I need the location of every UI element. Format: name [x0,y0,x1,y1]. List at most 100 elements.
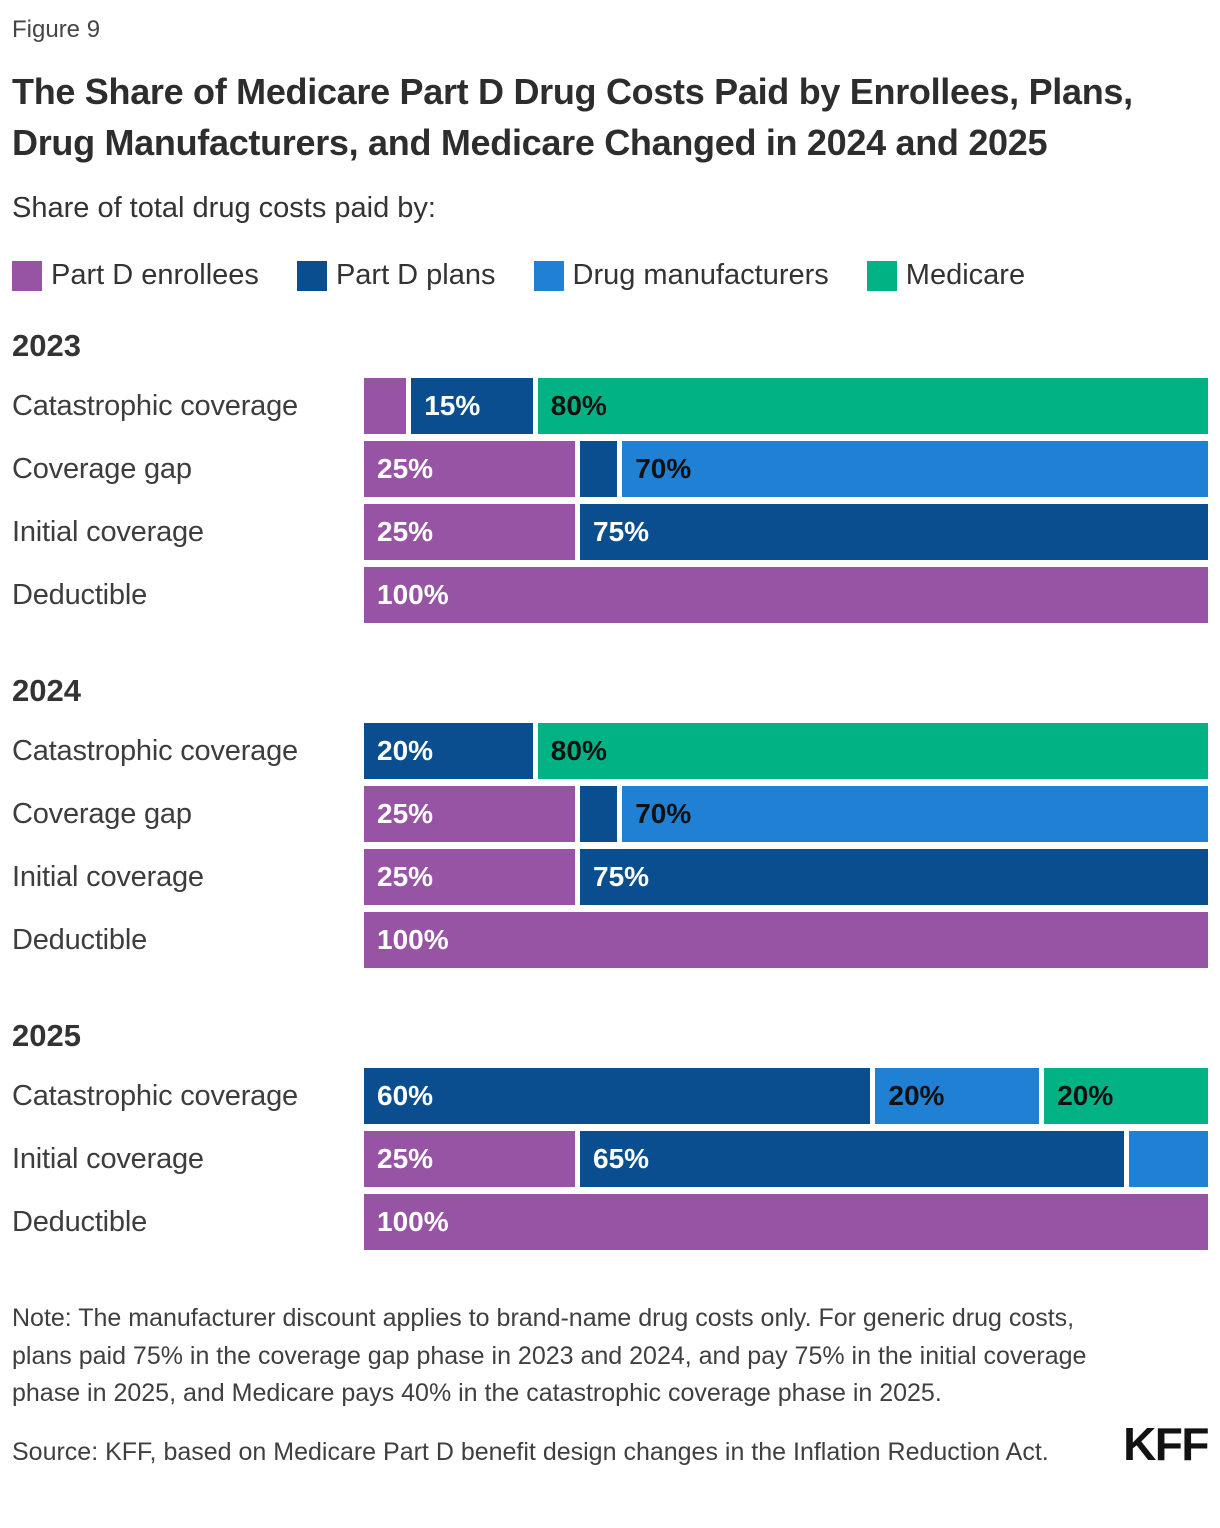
row-label: Catastrophic coverage [12,389,298,422]
bar-value-label: 75% [593,861,650,893]
legend-label: Drug manufacturers [572,259,829,292]
legend-label: Part D enrollees [51,259,259,292]
bar-segment-part_d_enrollees: 25% [364,441,575,498]
bar-value-label: 100% [377,579,449,611]
legend-item: Drug manufacturers [533,259,829,292]
stacked-bar-chart: 2023 Catastrophic coverage 15% 80% Coverage … [12,328,1208,1251]
bar-segment-part_d_enrollees [364,378,407,435]
bar-track: 20% 80% [364,723,1208,780]
bar-segment-part_d_plans: 20% [364,723,533,780]
bar-value-label: 25% [377,1143,434,1175]
chart-subtitle: Share of total drug costs paid by: [12,192,436,225]
bar-value-label: 25% [377,798,434,830]
bar-value-label: 25% [377,453,434,485]
bar-segment-part_d_plans [575,441,618,498]
chart-legend: Part D enrollees Part D plans Drug manufac… [12,259,1208,292]
bar-segment-part_d_enrollees: 25% [364,849,575,906]
bar-segment-part_d_plans: 15% [406,378,533,435]
legend-item: Medicare [866,259,1026,292]
row-label: Coverage gap [12,452,192,485]
chart-row: Catastrophic coverage 60% 20% 20% [12,1068,1208,1125]
chart-row: Initial coverage 25% 65% [12,1131,1208,1188]
bar-segment-part_d_enrollees: 25% [364,504,575,561]
bar-value-label: 70% [635,798,692,830]
bar-track: 25% 70% [364,441,1208,498]
footnote: Note: The manufacturer discount applies … [12,1304,1087,1408]
bar-segment-drug_manufacturers [1123,1131,1208,1188]
legend-label: Medicare [905,259,1026,292]
year-heading: 2024 [12,673,81,709]
chart-row: Coverage gap 25% 70% [12,786,1208,843]
row-label: Initial coverage [12,860,204,893]
legend-item: Part D enrollees [12,259,259,292]
bar-track: 25% 75% [364,849,1208,906]
bar-segment-medicare: 80% [532,723,1208,780]
chart-row: Catastrophic coverage 20% 80% [12,723,1208,780]
bar-value-label: 15% [424,390,481,422]
legend-swatch-drug_manufacturers [533,260,564,291]
bar-value-label: 100% [377,1206,449,1238]
figure-label: Figure 9 [12,16,101,43]
source-row: Source: KFF, based on Medicare Part D be… [12,1421,1209,1467]
bar-segment-part_d_plans: 65% [575,1131,1124,1188]
bar-value-label: 80% [550,735,607,767]
year-heading: 2025 [12,1018,81,1054]
bar-segment-part_d_enrollees: 100% [364,1194,1208,1251]
bar-segment-drug_manufacturers: 70% [617,786,1208,843]
chart-row: Deductible 100% [12,1194,1208,1251]
bar-value-label: 65% [593,1143,650,1175]
bar-track: 15% 80% [364,378,1208,435]
bar-segment-part_d_enrollees: 100% [364,912,1208,969]
bar-segment-part_d_enrollees: 100% [364,567,1208,624]
bar-segment-medicare: 80% [532,378,1208,435]
chart-row: Catastrophic coverage 15% 80% [12,378,1208,435]
bar-segment-part_d_enrollees: 25% [364,1131,575,1188]
year-heading: 2023 [12,328,81,364]
bar-segment-part_d_enrollees: 25% [364,786,575,843]
bar-segment-medicare: 20% [1039,1068,1208,1125]
bar-segment-part_d_plans: 75% [575,504,1208,561]
bar-value-label: 20% [888,1080,945,1112]
row-label: Initial coverage [12,1142,204,1175]
bar-track: 60% 20% 20% [364,1068,1208,1125]
bar-track: 100% [364,567,1208,624]
source-text: Source: KFF, based on Medicare Part D be… [12,1437,1049,1466]
chart-title: The Share of Medicare Part D Drug Costs … [12,71,1133,164]
row-label: Coverage gap [12,797,192,830]
bar-track: 25% 65% [364,1131,1208,1188]
bar-value-label: 20% [1057,1080,1114,1112]
bar-track: 25% 70% [364,786,1208,843]
bar-value-label: 75% [593,516,650,548]
bar-segment-part_d_plans: 75% [575,849,1208,906]
bar-segment-part_d_plans: 60% [364,1068,871,1125]
bar-value-label: 20% [377,735,434,767]
legend-swatch-part_d_plans [296,260,327,291]
legend-label: Part D plans [335,259,496,292]
bar-track: 100% [364,912,1208,969]
bar-value-label: 70% [635,453,692,485]
row-label: Deductible [12,578,148,611]
legend-swatch-medicare [866,260,897,291]
legend-swatch-part_d_enrollees [12,260,42,291]
bar-value-label: 25% [377,516,434,548]
bar-track: 100% [364,1194,1208,1251]
bar-value-label: 80% [550,390,607,422]
chart-row: Deductible 100% [12,912,1208,969]
bar-track: 25% 75% [364,504,1208,561]
row-label: Deductible [12,923,148,956]
chart-row: Coverage gap 25% 70% [12,441,1208,498]
legend-item: Part D plans [296,259,496,292]
bar-segment-drug_manufacturers: 70% [617,441,1208,498]
bar-segment-part_d_plans [575,786,618,843]
row-label: Initial coverage [12,515,204,548]
row-label: Catastrophic coverage [12,1079,298,1112]
bar-segment-drug_manufacturers: 20% [870,1068,1040,1125]
chart-row: Deductible 100% [12,567,1208,624]
row-label: Catastrophic coverage [12,734,298,767]
bar-value-label: 100% [377,924,449,956]
bar-value-label: 25% [377,861,434,893]
chart-row: Initial coverage 25% 75% [12,504,1208,561]
bar-value-label: 60% [377,1080,434,1112]
row-label: Deductible [12,1205,148,1238]
